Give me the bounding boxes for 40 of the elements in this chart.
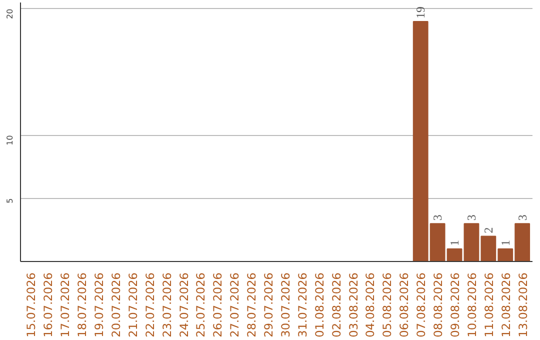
x-tick-label: 22.07.2026 xyxy=(142,272,157,338)
x-tick-label: 03.08.2026 xyxy=(346,272,360,338)
x-tick-label: 07.08.2026 xyxy=(414,272,428,338)
x-tick-label: 17.07.2026 xyxy=(58,272,72,338)
x-tick-label: 05.08.2026 xyxy=(380,272,394,338)
y-tick-label: 5 xyxy=(6,198,14,204)
x-tick-label: 28.07.2026 xyxy=(244,272,259,338)
x-tick-label: 01.08.2026 xyxy=(312,272,326,338)
x-tick-label: 31.07.2026 xyxy=(295,272,310,338)
data-label: 19 xyxy=(414,6,428,18)
x-tick-label: 24.07.2026 xyxy=(176,272,191,338)
x-tick-label: 09.08.2026 xyxy=(448,272,462,338)
x-tick-label: 25.07.2026 xyxy=(194,272,208,338)
x-tick-label: 27.07.2026 xyxy=(228,272,242,338)
x-tick-label: 08.08.2026 xyxy=(431,272,446,338)
x-tick-label: 29.07.2026 xyxy=(262,272,276,338)
y-tick-label: 20 xyxy=(6,8,14,19)
x-tick-label: 12.08.2026 xyxy=(498,272,513,338)
x-tick-label: 16.07.2026 xyxy=(41,272,56,338)
x-tick-label: 13.08.2026 xyxy=(516,272,530,338)
y-tick-label: 10 xyxy=(6,135,14,146)
data-label: 1 xyxy=(498,240,512,246)
x-tick-label: 21.07.2026 xyxy=(126,272,140,338)
data-label: 3 xyxy=(430,214,445,221)
x-tick-label: 30.07.2026 xyxy=(278,272,292,338)
x-tick-label: 23.07.2026 xyxy=(160,272,174,338)
x-tick-label: 15.07.2026 xyxy=(24,272,38,338)
x-tick-label: 02.08.2026 xyxy=(329,272,344,338)
data-label: 1 xyxy=(448,240,462,246)
x-tick-label: 11.08.2026 xyxy=(482,272,496,338)
x-tick-label: 20.07.2026 xyxy=(108,272,123,338)
x-tick-label: 19.07.2026 xyxy=(92,272,106,338)
x-tick-label: 10.08.2026 xyxy=(464,272,479,338)
x-tick-label: 04.08.2026 xyxy=(363,272,378,338)
data-label: 2 xyxy=(481,227,496,234)
data-label: 3 xyxy=(515,214,530,221)
data-label: 3 xyxy=(464,214,478,221)
x-tick-label: 26.07.2026 xyxy=(210,272,225,338)
x-tick-label: 18.07.2026 xyxy=(75,272,90,338)
x-tick-label: 06.08.2026 xyxy=(397,272,412,338)
